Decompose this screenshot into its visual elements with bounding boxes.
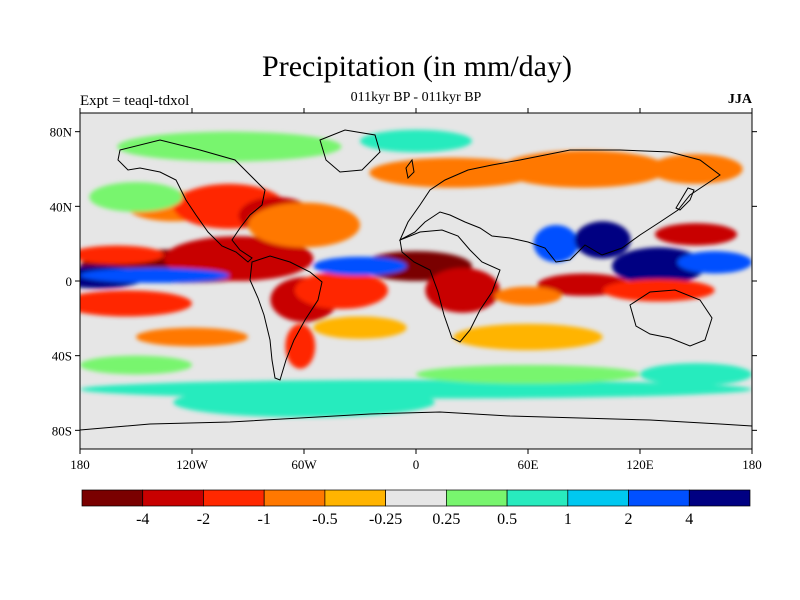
colorbar-box — [567, 489, 629, 507]
coast-south-america — [249, 255, 323, 381]
coast-eurasia — [398, 149, 721, 263]
lat-tick-label: 80S — [52, 423, 72, 438]
precip-region — [117, 131, 342, 162]
coast-australia — [629, 289, 713, 347]
season-label: JJA — [727, 92, 752, 107]
precip-region — [612, 247, 706, 285]
colorbar-label: 2 — [625, 511, 633, 528]
precip-region — [80, 245, 164, 265]
colorbar-label: -4 — [136, 511, 149, 528]
colorbar-label: -1 — [258, 511, 271, 528]
lon-tick-label: 0 — [413, 457, 420, 472]
precip-region — [602, 279, 715, 302]
colorbar-box — [688, 489, 751, 507]
precip-region — [654, 223, 738, 246]
precip-region — [649, 154, 743, 184]
coast-greenland — [319, 129, 381, 173]
experiment-label: Expt = teaql-tdxol — [80, 93, 190, 109]
precip-region — [80, 355, 192, 375]
precip-region — [533, 225, 579, 263]
colorbar-label: -0.25 — [369, 511, 402, 528]
colorbar-label: -0.5 — [312, 511, 337, 528]
lon-tick-label: 60E — [518, 457, 539, 472]
colorbar-box — [324, 489, 386, 507]
precip-region — [173, 387, 435, 418]
precip-region — [453, 323, 603, 351]
colorbar-box — [446, 489, 508, 507]
coast-africa — [399, 229, 501, 343]
map-panel: 80N 40N 0 40S 80S 180 120W 60W 0 60E 120E 180 — [50, 108, 762, 472]
colorbar-box — [203, 489, 265, 507]
precip-region — [494, 286, 562, 306]
colorbar-box — [628, 489, 690, 507]
lon-tick-label: 180 — [70, 457, 90, 472]
colorbar-box — [81, 489, 144, 507]
colorbar: -4 -2 -1 -0.5 -0.25 0.25 0.5 1 2 4 — [81, 489, 751, 528]
colorbar-label: 4 — [685, 511, 693, 528]
lat-tick-label: 0 — [66, 274, 73, 289]
precip-region — [248, 202, 360, 248]
precip-region — [425, 267, 500, 313]
coastlines — [80, 129, 752, 431]
precip-region — [313, 316, 407, 339]
plot-title: Precipitation (in mm/day) — [262, 50, 572, 83]
precip-field — [80, 129, 752, 418]
precip-region — [80, 290, 192, 317]
precip-region — [136, 327, 248, 347]
precip-region — [369, 157, 538, 188]
lon-tick-label: 180 — [742, 457, 762, 472]
precip-region — [80, 267, 230, 283]
precip-region — [677, 251, 752, 274]
colorbar-label: 0.5 — [497, 511, 517, 528]
lon-tick-label: 120W — [176, 457, 209, 472]
coast-north-america — [117, 139, 266, 263]
colorbar-box — [385, 489, 447, 507]
colorbar-label: 1 — [564, 511, 572, 528]
precip-region — [574, 221, 631, 259]
precip-region — [416, 365, 640, 384]
lat-tick-label: 40N — [50, 199, 73, 214]
precip-region — [285, 323, 316, 369]
precip-region — [294, 271, 389, 310]
precip-region — [360, 129, 472, 153]
lon-axis: 180 120W 60W 0 60E 120E 180 — [70, 108, 762, 472]
coast-antarctica — [80, 411, 752, 431]
lon-tick-label: 60W — [291, 457, 317, 472]
precip-region — [89, 182, 183, 212]
lat-tick-label: 80N — [50, 125, 73, 140]
colorbar-label: 0.25 — [432, 511, 460, 528]
precip-region — [500, 150, 668, 188]
plot-subtitle: 011kyr BP - 011kyr BP — [350, 90, 482, 105]
precip-region — [640, 363, 752, 386]
lat-tick-label: 40S — [52, 349, 72, 364]
colorbar-label: -2 — [197, 511, 210, 528]
coast-japan — [675, 187, 695, 211]
lat-axis: 80N 40N 0 40S 80S — [50, 125, 757, 438]
colorbar-box — [263, 489, 326, 507]
colorbar-box — [142, 489, 204, 507]
precip-region — [313, 256, 407, 276]
colorbar-box — [506, 489, 569, 507]
lon-tick-label: 120E — [626, 457, 654, 472]
coast-uk — [405, 158, 415, 180]
